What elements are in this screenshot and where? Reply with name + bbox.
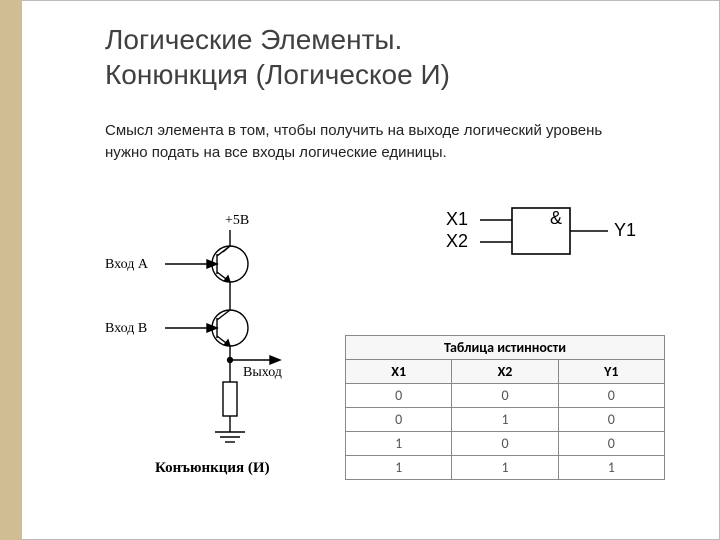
circuit-caption: Конъюнкция (И) — [155, 460, 270, 476]
truth-table-body: 0 0 0 0 1 0 1 0 0 1 1 1 — [346, 384, 665, 480]
truth-table-title: Таблица истинности — [346, 336, 665, 360]
and-gate-symbol: X1 X2 & Y1 — [440, 190, 650, 280]
accent-bar — [0, 0, 22, 540]
gate-input2-label: X2 — [446, 231, 468, 251]
transistor-circuit: +5В Вход A Вход B Выход Конъюнкция (И) — [95, 210, 310, 490]
truth-table-header-row: X1 X2 Y1 — [346, 360, 665, 384]
col-x2: X2 — [452, 360, 558, 384]
gate-input1-label: X1 — [446, 209, 468, 229]
gate-operator: & — [550, 208, 562, 228]
description: Смысл элемента в том, чтобы получить на … — [105, 120, 635, 164]
col-y1: Y1 — [558, 360, 664, 384]
truth-table: Таблица истинности X1 X2 Y1 0 0 0 0 1 0 … — [345, 335, 665, 480]
slide-title: Логические Элементы. Конюнкция (Логическ… — [105, 22, 450, 92]
table-row: 0 1 0 — [346, 408, 665, 432]
supply-label: +5В — [225, 213, 249, 228]
table-row: 1 0 0 — [346, 432, 665, 456]
input-a-label: Вход A — [105, 257, 149, 272]
table-row: 0 0 0 — [346, 384, 665, 408]
input-b-label: Вход B — [105, 321, 147, 336]
title-line-2: Конюнкция (Логическое И) — [105, 57, 450, 92]
output-label: Выход — [243, 365, 282, 380]
table-row: 1 1 1 — [346, 456, 665, 480]
title-line-1: Логические Элементы. — [105, 22, 450, 57]
col-x1: X1 — [346, 360, 452, 384]
gate-output-label: Y1 — [614, 220, 636, 240]
